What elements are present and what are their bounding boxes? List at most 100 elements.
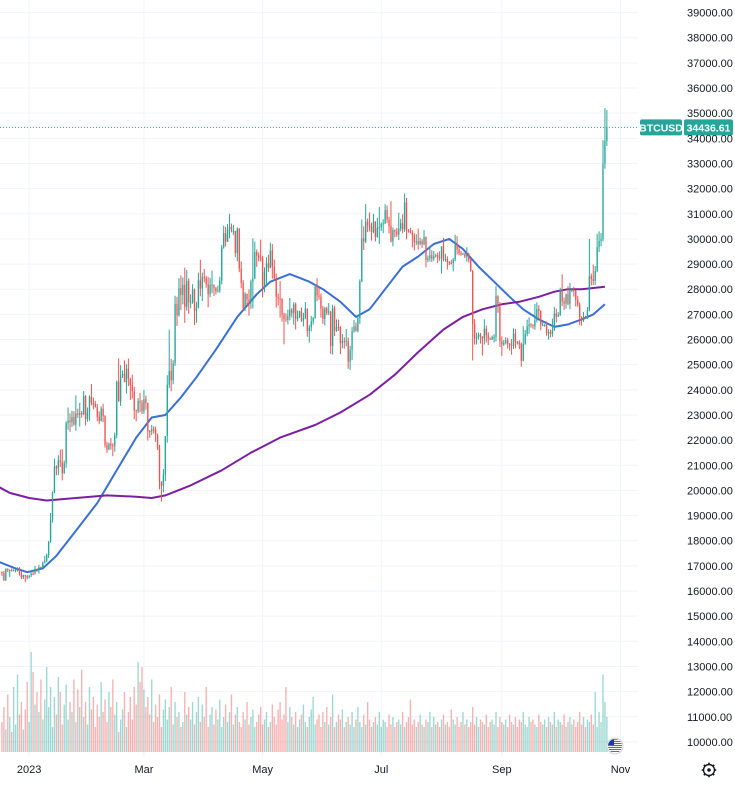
candle	[219, 276, 221, 293]
candle	[366, 218, 369, 233]
volume-bar	[438, 727, 441, 752]
candle	[3, 570, 5, 581]
candle	[195, 301, 198, 323]
candle	[514, 328, 517, 349]
candle	[261, 255, 264, 298]
candle	[217, 285, 219, 293]
candle	[22, 574, 25, 579]
volume-bar	[44, 699, 46, 752]
volume-bar	[242, 712, 244, 752]
candle	[156, 433, 159, 451]
volume-bar	[129, 697, 132, 752]
candle	[503, 340, 505, 347]
candle	[189, 294, 192, 309]
volume-bar	[170, 687, 172, 752]
us-flag-icon[interactable]	[606, 737, 624, 755]
volume-bar	[370, 727, 373, 752]
volume-bar	[287, 722, 289, 752]
volume-bar	[223, 717, 225, 752]
volume-bar	[232, 724, 235, 752]
candle-body	[172, 363, 174, 381]
volume-bar	[228, 712, 231, 752]
volume-bar	[207, 727, 209, 752]
candle-body	[189, 302, 192, 304]
candle-body	[110, 443, 112, 446]
volume-bar	[578, 712, 581, 752]
candle	[456, 236, 458, 255]
candle	[333, 305, 336, 336]
volume-bar	[61, 724, 63, 752]
candle	[606, 109, 608, 146]
candle-body	[462, 253, 464, 255]
volume-bar	[458, 727, 460, 752]
candle-body	[271, 250, 273, 267]
volume-bar	[543, 719, 546, 752]
volume-bar	[302, 704, 305, 752]
candle-body	[450, 262, 452, 264]
candle	[506, 337, 509, 349]
candle-body	[166, 384, 168, 437]
volume-bar	[51, 727, 54, 752]
candle-body	[460, 253, 462, 255]
y-tick-label: 23000.00	[687, 410, 733, 422]
volume-bar	[407, 717, 410, 752]
candle	[518, 340, 521, 350]
volume-bar	[36, 692, 38, 752]
volume-bar	[197, 697, 200, 752]
candle	[145, 395, 147, 410]
candle-body	[162, 474, 165, 486]
candle	[298, 310, 301, 319]
candle-body	[65, 423, 67, 464]
flag-stripe	[608, 749, 622, 750]
volume-bar	[263, 719, 266, 752]
volume-bar	[592, 724, 594, 752]
volume-bar	[425, 719, 427, 752]
gear-icon[interactable]	[701, 762, 717, 778]
candle	[283, 312, 285, 345]
candle-body	[353, 326, 355, 331]
candle-body	[582, 317, 585, 321]
candle-body	[440, 246, 443, 259]
volume-bar	[209, 714, 211, 752]
volume-bar	[160, 727, 163, 752]
volume-bar	[361, 727, 363, 752]
candle-body	[542, 324, 544, 326]
candle-body	[604, 140, 606, 164]
candle-body	[499, 306, 501, 342]
candle-body	[223, 233, 225, 248]
volume-bar	[211, 707, 213, 752]
candle	[567, 286, 569, 306]
candle	[209, 277, 211, 298]
candle	[296, 310, 299, 322]
candle	[365, 203, 367, 244]
candle	[232, 224, 235, 236]
candle	[5, 568, 7, 581]
candle	[508, 343, 511, 351]
candle-body	[131, 385, 133, 392]
candle-body	[573, 289, 575, 291]
gear-tooth	[703, 773, 706, 776]
candle-body	[176, 303, 178, 316]
candle	[102, 403, 104, 423]
candle-body	[468, 253, 470, 260]
volume-bar	[112, 679, 114, 752]
candle-body	[141, 402, 143, 412]
candle	[376, 217, 379, 238]
candle	[90, 384, 93, 406]
candle	[119, 365, 122, 406]
candle	[273, 259, 275, 280]
candle	[543, 323, 546, 327]
candle	[497, 295, 499, 313]
candle-body	[193, 289, 196, 311]
volume-bar	[442, 714, 445, 752]
volume-bar	[16, 674, 19, 752]
candle	[569, 282, 571, 310]
volume-bar	[588, 722, 591, 752]
candle-body	[34, 569, 36, 575]
volume-bar	[298, 719, 301, 752]
candle-body	[168, 370, 170, 385]
candle-body	[88, 396, 91, 412]
candle-body	[201, 277, 203, 289]
